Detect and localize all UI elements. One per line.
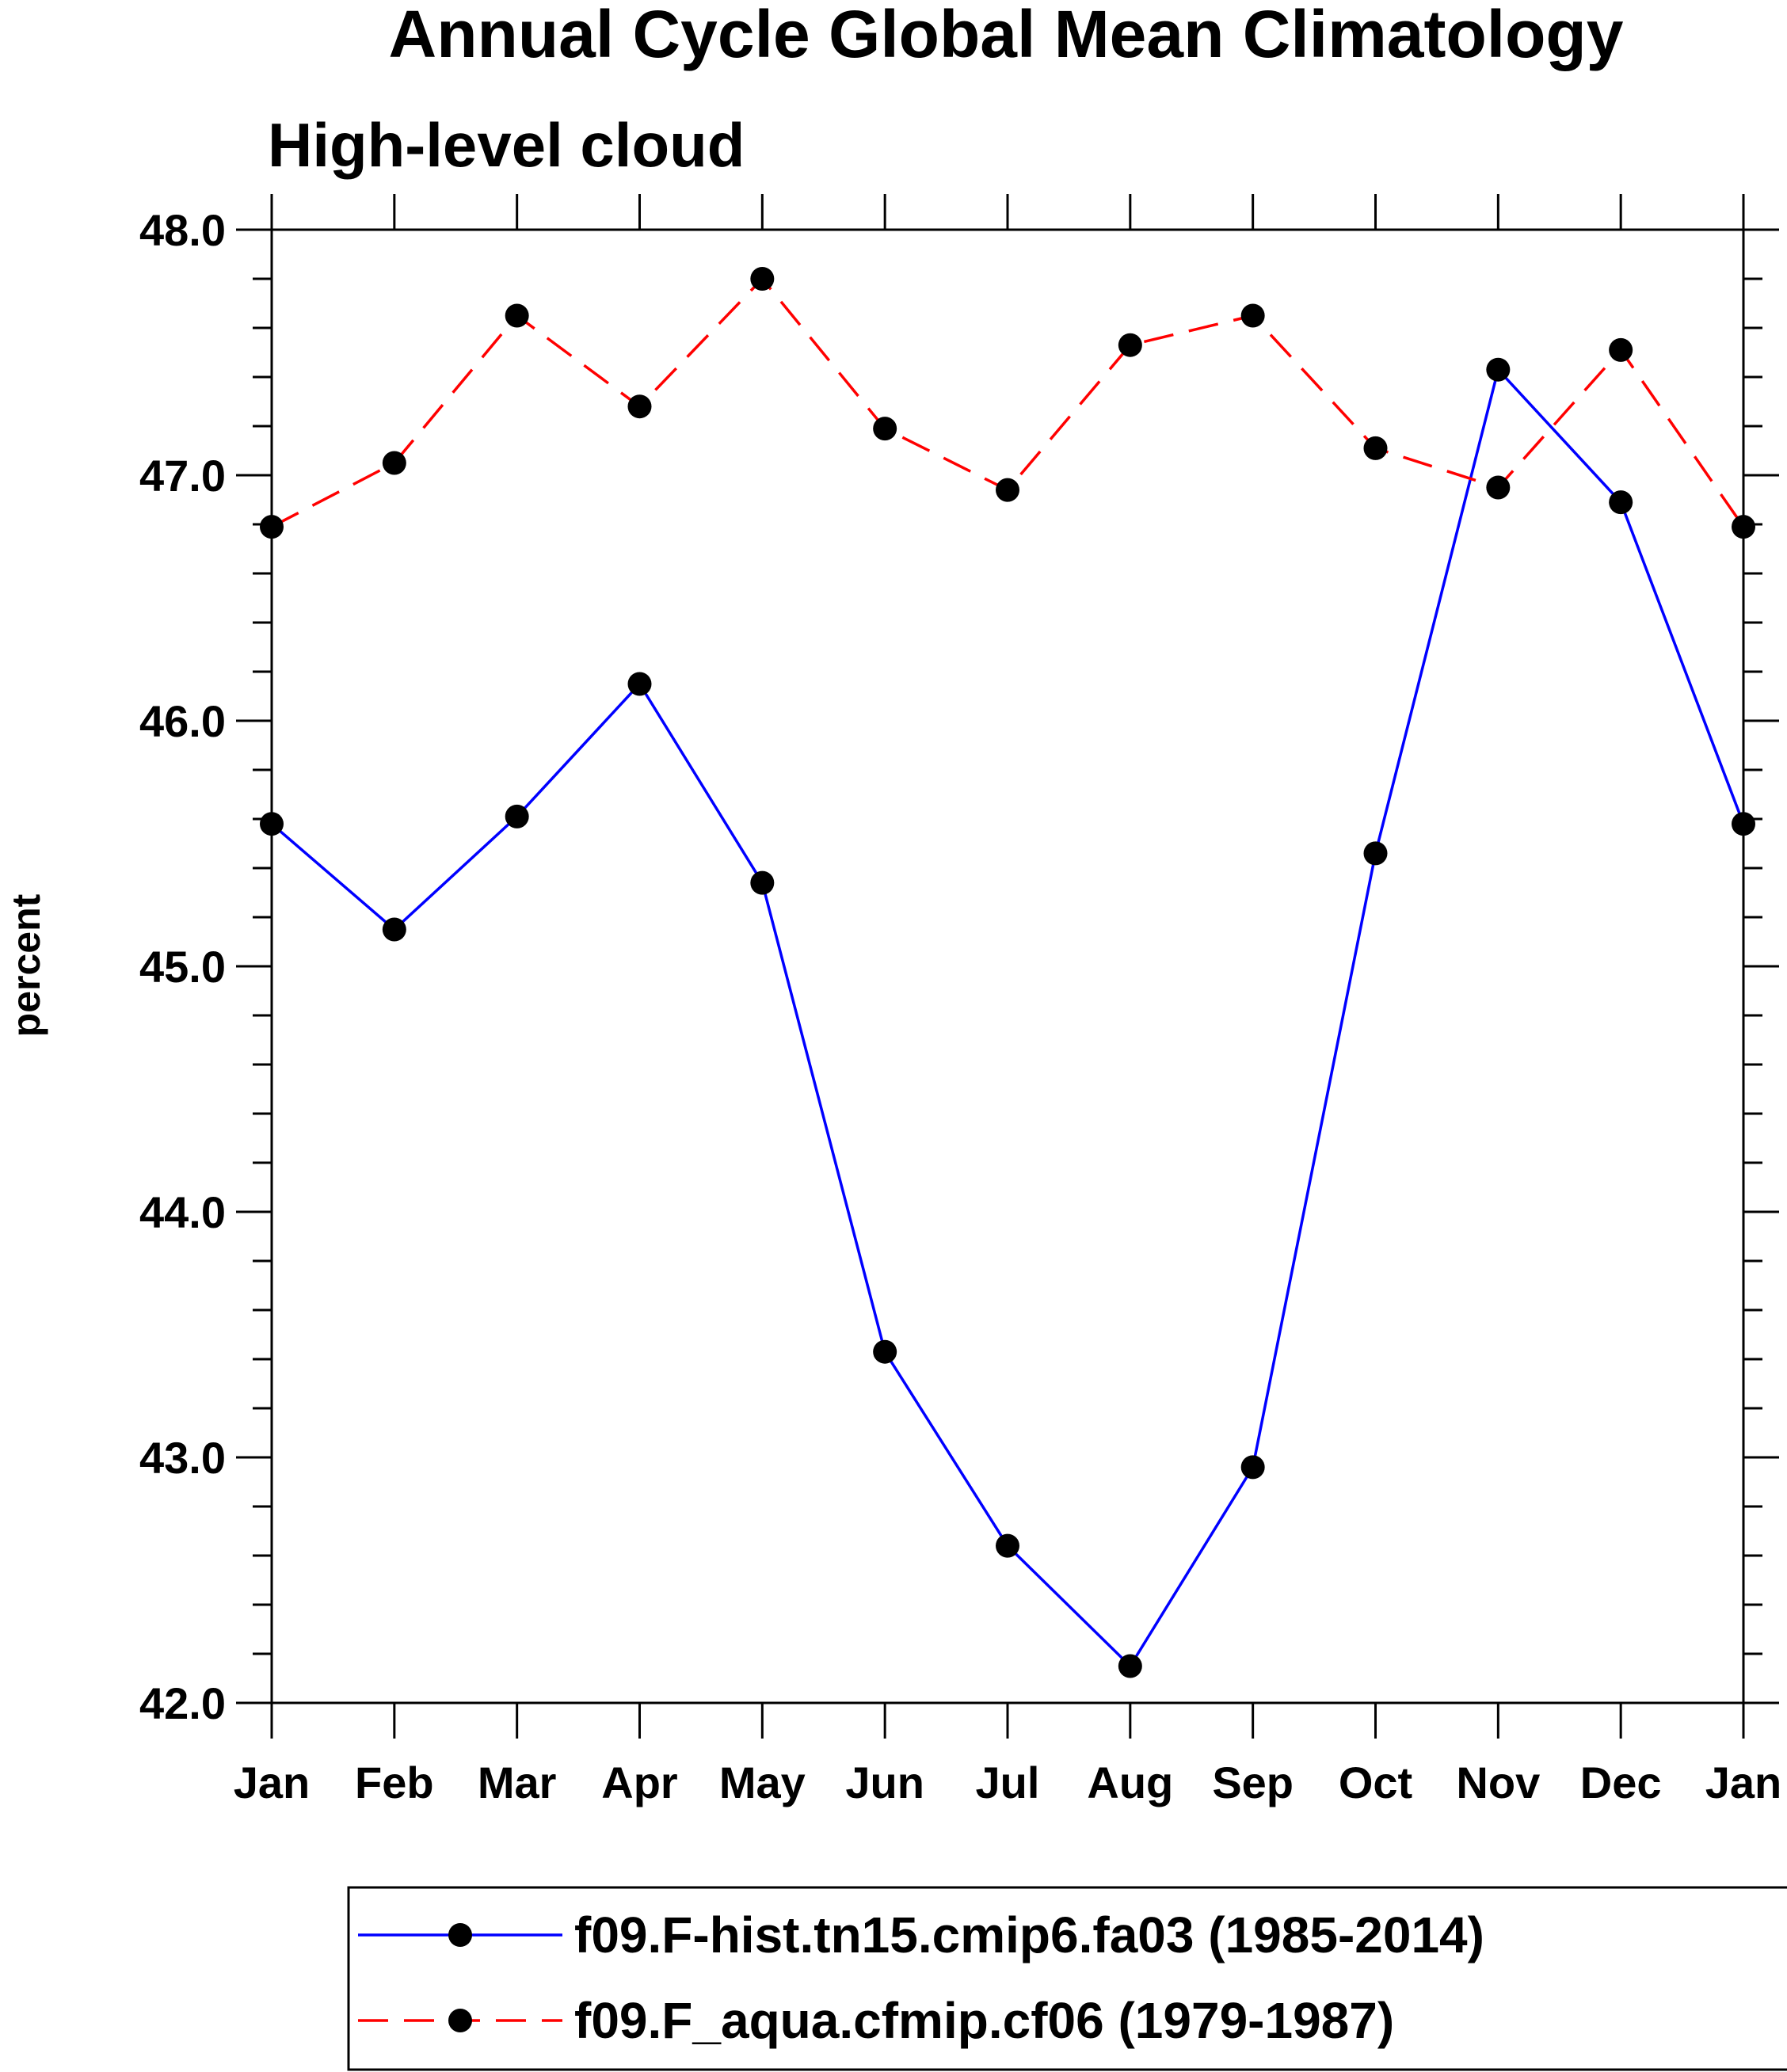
data-point	[260, 812, 284, 836]
chart-title: Annual Cycle Global Mean Climatology	[389, 0, 1624, 71]
series-2	[260, 267, 1755, 539]
data-point	[1486, 475, 1511, 500]
x-tick-label: Jul	[976, 1758, 1040, 1807]
axes: 42.0 43.0 44.0 45.0 46.0 47.0 48.0 Jan Feb Mar Apr…	[139, 194, 1781, 1807]
legend-marker	[448, 1923, 472, 1947]
series-line	[270, 367, 1745, 1669]
data-point	[627, 672, 652, 696]
y-tick-label: 43.0	[139, 1433, 226, 1483]
data-point	[750, 870, 775, 895]
data-point	[1732, 515, 1755, 539]
y-tick-label: 42.0	[139, 1678, 226, 1728]
data-point	[505, 303, 529, 328]
data-point	[260, 515, 284, 539]
data-point	[1363, 841, 1388, 866]
legend-box	[347, 1886, 1787, 2071]
x-tick-label: Jan	[234, 1758, 311, 1807]
series-layer	[260, 267, 1755, 1678]
legend-label: f09.F-hist.tn15.cmip6.fa03 (1985-2014)	[574, 1906, 1484, 1963]
data-point	[750, 267, 775, 291]
y-tick-label: 48.0	[139, 205, 226, 255]
x-tick-label: May	[719, 1758, 806, 1807]
data-point	[1609, 337, 1633, 362]
y-tick-label: 44.0	[139, 1187, 226, 1237]
series-1	[260, 357, 1755, 1678]
x-tick-label: Dec	[1580, 1758, 1662, 1807]
data-point	[1118, 1654, 1142, 1678]
x-tick-label: Mar	[478, 1758, 557, 1807]
y-tick-label: 46.0	[139, 696, 226, 746]
data-point	[1486, 357, 1511, 382]
data-point	[1732, 812, 1755, 836]
data-point	[1363, 436, 1388, 460]
data-point	[1240, 303, 1265, 328]
data-point	[627, 394, 652, 419]
data-point	[996, 1533, 1019, 1558]
x-tick-label: Jan	[1705, 1758, 1782, 1807]
data-point	[1240, 1455, 1265, 1480]
data-point	[873, 1339, 897, 1364]
y-axis-label: percent	[4, 893, 48, 1037]
x-tick-label: Apr	[601, 1758, 677, 1807]
chart-subtitle: High-level cloud	[268, 110, 745, 180]
x-tick-label: Aug	[1087, 1758, 1173, 1807]
data-point	[996, 478, 1019, 502]
data-point	[1118, 333, 1142, 357]
x-tick-label: Feb	[355, 1758, 434, 1807]
data-point	[873, 417, 897, 441]
plot-frame	[270, 228, 1745, 1704]
x-tick-label: Sep	[1212, 1758, 1294, 1807]
data-point	[505, 804, 529, 828]
legend-label: f09.F_aqua.cfmip.cf06 (1979-1987)	[574, 1992, 1394, 2049]
data-point	[382, 451, 406, 475]
legend-item: f09.F_aqua.cfmip.cf06 (1979-1987)	[358, 1992, 1394, 2049]
y-tick-label: 45.0	[139, 942, 226, 992]
data-point	[1609, 490, 1633, 515]
legend-marker	[448, 2009, 472, 2032]
x-tick-label: Jun	[845, 1758, 924, 1807]
legend-item: f09.F-hist.tn15.cmip6.fa03 (1985-2014)	[358, 1906, 1484, 1963]
legend: f09.F-hist.tn15.cmip6.fa03 (1985-2014) f0…	[347, 1886, 1787, 2071]
x-tick-label: Oct	[1339, 1758, 1412, 1807]
y-tick-label: 47.0	[139, 451, 226, 501]
x-tick-label: Nov	[1456, 1758, 1540, 1807]
data-point	[382, 917, 406, 942]
